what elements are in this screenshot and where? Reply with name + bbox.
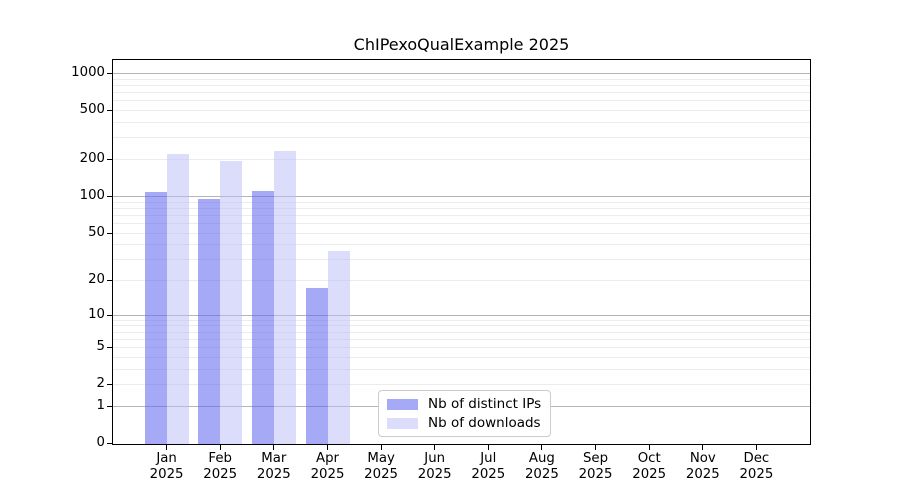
x-tick-label: May 2025 [364,451,399,482]
x-tick-mark [273,445,275,450]
x-tick-mark [487,445,489,450]
bar-distinct-ips-apr [305,288,328,444]
gridline-minor [113,368,810,370]
gridline-major [113,314,810,316]
y-tick-mark [107,405,112,407]
gridline-minor [113,259,810,261]
gridline-minor [113,331,810,333]
y-tick-mark [107,443,112,444]
y-tick-mark [107,159,112,160]
x-tick-label: Jul 2025 [471,451,506,482]
legend-swatch-downloads [387,417,418,429]
y-tick-label: 1000 [71,65,105,80]
gridline-minor [113,137,810,139]
y-tick-mark [107,280,112,281]
gridline-minor [113,214,810,216]
y-tick-label: 0 [96,435,105,450]
y-tick-mark [107,347,112,349]
y-tick-mark [107,195,112,197]
y-tick-label: 5 [96,339,105,355]
y-tick-mark [107,384,112,386]
gridline-minor [113,244,810,246]
gridline-minor [113,207,810,209]
gridline-minor [113,122,810,123]
x-tick-mark [219,445,221,450]
legend-label-distinct-ips: Nb of distinct IPs [428,396,542,412]
bar-downloads-mar [273,151,296,444]
gridline-minor [113,347,810,349]
x-tick-mark [595,445,596,450]
gridline-minor [113,110,810,112]
bar-downloads-feb [220,160,243,444]
y-tick-label: 10 [88,306,105,322]
gridline-minor [113,338,810,340]
x-tick-label: Sep 2025 [578,451,613,482]
x-tick-label: Mar 2025 [256,451,291,482]
x-tick-mark [648,445,650,450]
y-tick-label: 100 [79,187,105,203]
x-tick-label: Aug 2025 [524,451,559,482]
gridline-minor [113,232,810,234]
bar-downloads-apr [327,251,350,444]
x-tick-mark [434,445,436,450]
bar-distinct-ips-feb [198,198,221,444]
chart-title: ChIPexoQualExample 2025 [353,35,570,54]
gridline-minor [113,319,810,321]
gridline-minor [113,100,810,102]
x-tick-label: Jun 2025 [417,451,452,482]
x-tick-label: Dec 2025 [739,451,774,482]
legend-swatch-distinct-ips [387,398,418,410]
bar-downloads-jan [166,153,189,444]
gridline-minor [113,384,810,386]
x-tick-mark [166,445,168,450]
legend: Nb of distinct IPs Nb of downloads [378,390,552,437]
x-tick-mark [327,445,328,450]
y-tick-label: 50 [88,224,105,240]
x-tick-mark [380,445,382,450]
gridline-minor [113,280,810,281]
x-tick-label: Nov 2025 [685,451,720,482]
y-tick-label: 20 [88,272,105,287]
gridline-minor [113,92,810,94]
gridline-minor [113,356,810,358]
y-tick-label: 1 [96,397,105,413]
gridline-minor [113,78,810,80]
y-tick-label: 500 [79,102,105,118]
gridline-minor [113,222,810,224]
gridline-minor [113,325,810,327]
x-tick-label: Jan 2025 [149,451,184,482]
y-tick-mark [107,314,112,316]
x-tick-label: Oct 2025 [632,451,667,482]
legend-label-downloads: Nb of downloads [428,415,541,431]
plot-area [112,59,811,445]
y-tick-mark [107,232,112,234]
gridline-minor [113,159,810,160]
bar-distinct-ips-jan [144,191,167,444]
gridline-major [113,195,810,197]
y-tick-label: 200 [79,151,105,166]
x-tick-mark [755,445,757,450]
y-tick-mark [107,110,112,112]
gridline-minor [113,85,810,86]
legend-item-downloads: Nb of downloads [387,415,541,431]
y-tick-mark [107,73,112,74]
gridline-major [113,73,810,74]
legend-item-distinct-ips: Nb of distinct IPs [387,396,541,412]
x-tick-label: Feb 2025 [203,451,238,482]
bar-distinct-ips-mar [251,190,274,444]
x-tick-mark [541,445,543,450]
gridline-minor [113,201,810,203]
x-tick-mark [702,445,704,450]
y-tick-label: 2 [96,376,105,392]
x-tick-label: Apr 2025 [310,451,345,482]
